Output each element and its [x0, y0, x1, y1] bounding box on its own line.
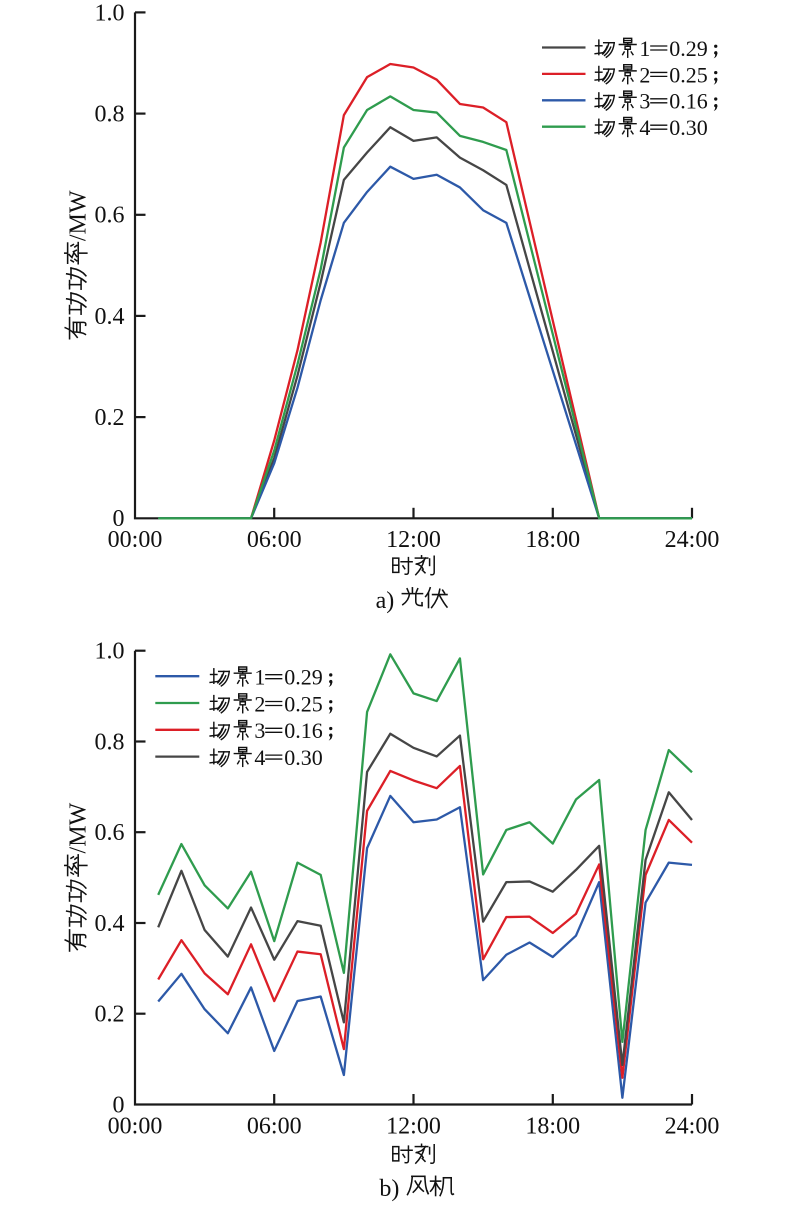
svg-text:00:00: 00:00: [108, 527, 163, 553]
svg-text:0.4: 0.4: [95, 304, 125, 330]
svg-text:4: 4: [639, 115, 650, 140]
svg-text:0.29: 0.29: [669, 36, 708, 61]
svg-text:24:00: 24:00: [665, 1113, 720, 1139]
svg-text:0.8: 0.8: [95, 101, 125, 127]
svg-text:0.2: 0.2: [95, 1002, 125, 1028]
svg-text:2: 2: [254, 691, 265, 716]
svg-text:0.30: 0.30: [669, 115, 708, 140]
svg-text:0.16: 0.16: [284, 718, 323, 743]
svg-text:00:00: 00:00: [108, 1113, 163, 1139]
svg-text:1: 1: [639, 36, 650, 61]
svg-text:18:00: 18:00: [525, 1113, 580, 1139]
svg-text:0.16: 0.16: [669, 89, 708, 114]
svg-text:0.25: 0.25: [669, 62, 708, 87]
svg-text:0.29: 0.29: [284, 665, 323, 690]
svg-text:3: 3: [639, 89, 650, 114]
svg-text:18:00: 18:00: [525, 527, 580, 553]
svg-text:/MW: /MW: [66, 802, 92, 853]
svg-text:12:00: 12:00: [386, 527, 441, 553]
svg-text:4: 4: [254, 745, 265, 770]
svg-text:0.4: 0.4: [95, 911, 125, 937]
svg-text:0.6: 0.6: [95, 820, 125, 846]
svg-text:0.8: 0.8: [95, 729, 125, 755]
svg-text:0.30: 0.30: [284, 745, 323, 770]
svg-text:0.6: 0.6: [95, 203, 125, 229]
svg-text:0: 0: [113, 506, 125, 532]
svg-text:2: 2: [639, 62, 650, 87]
svg-text:a): a): [376, 588, 395, 614]
svg-text:0: 0: [113, 1092, 125, 1118]
svg-text:1: 1: [254, 665, 265, 690]
svg-text:3: 3: [254, 718, 265, 743]
svg-text:0.25: 0.25: [284, 691, 323, 716]
svg-text:1.0: 1.0: [95, 639, 125, 665]
svg-text:12:00: 12:00: [386, 1113, 441, 1139]
svg-text:1.0: 1.0: [95, 0, 125, 26]
svg-text:b): b): [379, 1176, 399, 1202]
svg-text:06:00: 06:00: [247, 527, 302, 553]
svg-text:0.2: 0.2: [95, 405, 125, 431]
svg-text:24:00: 24:00: [665, 527, 720, 553]
svg-text:06:00: 06:00: [247, 1113, 302, 1139]
svg-text:/MW: /MW: [66, 190, 92, 241]
